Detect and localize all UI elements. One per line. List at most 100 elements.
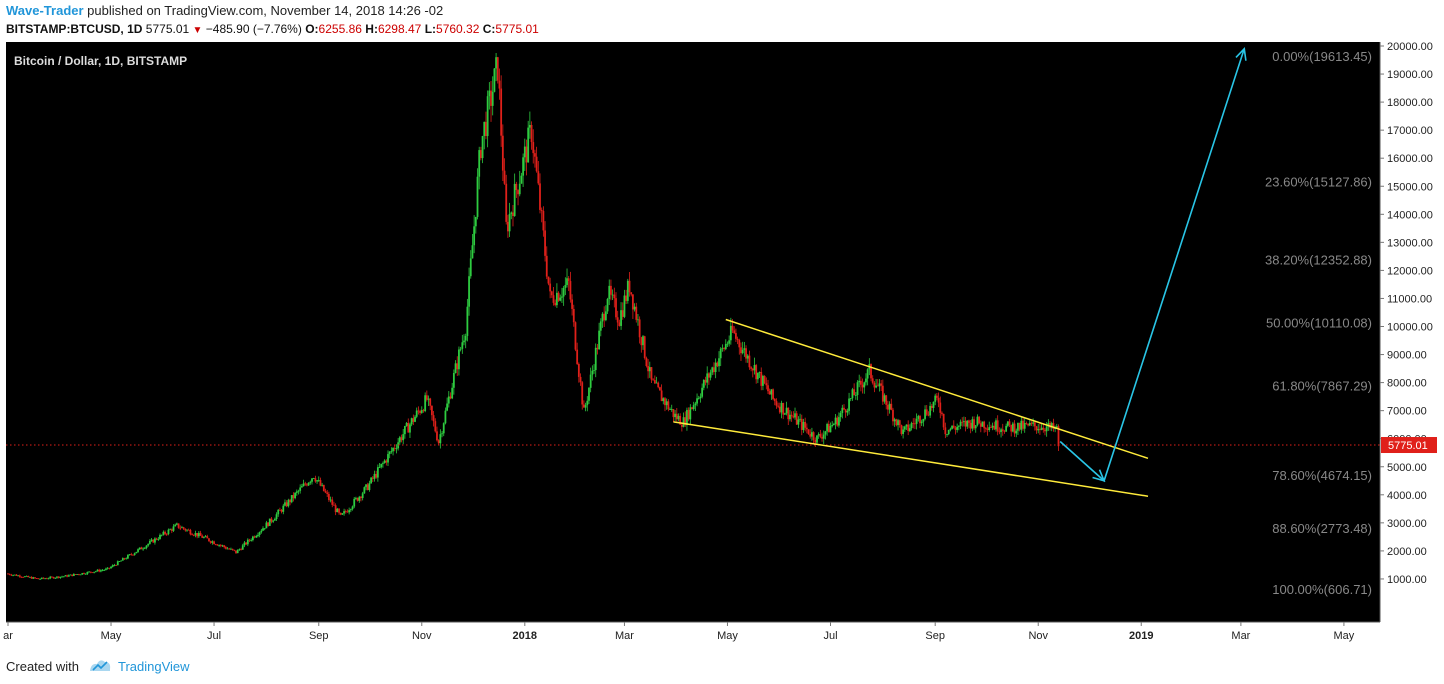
candle	[763, 375, 766, 385]
candle	[974, 425, 977, 433]
candle	[618, 319, 621, 327]
candle-body	[219, 544, 222, 546]
candle	[370, 477, 373, 484]
candle	[562, 285, 565, 306]
candle	[405, 421, 408, 427]
candle-body	[583, 404, 585, 408]
candle-body	[91, 572, 94, 574]
candle-body	[682, 417, 685, 427]
candle-body	[778, 406, 781, 413]
candle-body	[56, 576, 58, 578]
trendline-lower[interactable]	[673, 421, 1149, 497]
candle-body	[1039, 429, 1041, 430]
candle	[351, 505, 354, 511]
publish-info: published on TradingView.com, November 1…	[83, 3, 444, 18]
candle-body	[610, 285, 612, 295]
candle-body	[714, 362, 717, 373]
candle-body	[316, 480, 318, 482]
candle	[670, 404, 673, 412]
candle-body	[216, 544, 219, 546]
candle-body	[618, 322, 621, 326]
candle-body	[251, 536, 254, 541]
candle-body	[611, 294, 614, 296]
candle	[116, 560, 119, 566]
candle	[790, 411, 793, 422]
candle-body	[236, 549, 239, 554]
price-chart[interactable]: 0.00%(19613.45) 23.60%(15127.86) 38.20%(12…	[0, 13, 1444, 652]
candle-body	[71, 574, 74, 576]
candle	[812, 431, 815, 445]
candle	[463, 334, 465, 346]
candle-body	[432, 415, 435, 422]
candle	[807, 429, 810, 435]
trendline-upper[interactable]	[725, 318, 1149, 460]
candle-body	[103, 569, 106, 571]
candle-body	[1020, 420, 1023, 430]
candle-body	[843, 407, 845, 410]
candle-body	[849, 398, 852, 399]
candle-body	[1028, 422, 1031, 426]
candle-body	[415, 410, 418, 417]
candle	[971, 416, 974, 432]
candle	[275, 512, 278, 522]
candle-body	[677, 415, 680, 420]
candle	[539, 173, 541, 214]
candle-body	[250, 540, 253, 541]
price-tick-label: 5000.00	[1387, 462, 1427, 474]
candle-body	[1017, 422, 1019, 431]
candle-body	[699, 396, 702, 399]
candle-body	[299, 487, 302, 491]
candle-body	[865, 378, 867, 383]
candle-body	[20, 576, 23, 578]
candle	[486, 90, 489, 148]
candle	[672, 409, 675, 423]
candle	[304, 481, 307, 486]
candle	[101, 568, 104, 572]
candle	[319, 477, 322, 487]
plot-background[interactable]	[6, 42, 1380, 622]
candle	[403, 425, 406, 439]
candle-body	[505, 183, 508, 222]
candle-body	[513, 183, 516, 216]
candle	[528, 111, 531, 139]
candle-body	[224, 547, 227, 549]
candle-body	[743, 348, 746, 350]
candle-body	[501, 135, 504, 171]
candle	[849, 398, 852, 402]
candle	[179, 525, 182, 531]
candle	[451, 382, 454, 400]
candle	[447, 391, 450, 408]
candle	[1042, 423, 1045, 433]
candle	[86, 571, 89, 575]
tradingview-logo-icon[interactable]	[88, 657, 112, 675]
candle	[17, 574, 20, 577]
candle	[501, 124, 504, 182]
author-link[interactable]: Wave-Trader	[6, 3, 84, 18]
candle	[113, 563, 116, 567]
candle	[633, 303, 636, 312]
candle-body	[277, 509, 280, 515]
candle	[214, 543, 217, 546]
time-tick-label: Jul	[823, 630, 837, 642]
candle	[279, 507, 281, 511]
candle	[564, 277, 567, 296]
candle-body	[924, 409, 926, 419]
candle-body	[338, 508, 340, 513]
chart-area[interactable]: 0.00%(19613.45) 23.60%(15127.86) 38.20%(12…	[0, 13, 1444, 652]
candle	[540, 207, 543, 223]
candle	[32, 576, 35, 579]
candle-body	[29, 576, 31, 578]
candle-body	[463, 340, 465, 343]
fib-level-label: 0.00%(19613.45)	[1272, 49, 1372, 64]
candle	[127, 554, 129, 560]
candle-body	[827, 423, 830, 433]
candle-body	[365, 484, 367, 488]
candle	[523, 138, 526, 171]
candle-body	[645, 358, 648, 367]
candle-body	[267, 522, 269, 526]
candle	[490, 81, 492, 122]
candle-body	[412, 418, 415, 422]
candle-body	[138, 547, 141, 550]
candle	[510, 211, 513, 220]
tradingview-brand-link[interactable]: TradingView	[118, 659, 190, 674]
